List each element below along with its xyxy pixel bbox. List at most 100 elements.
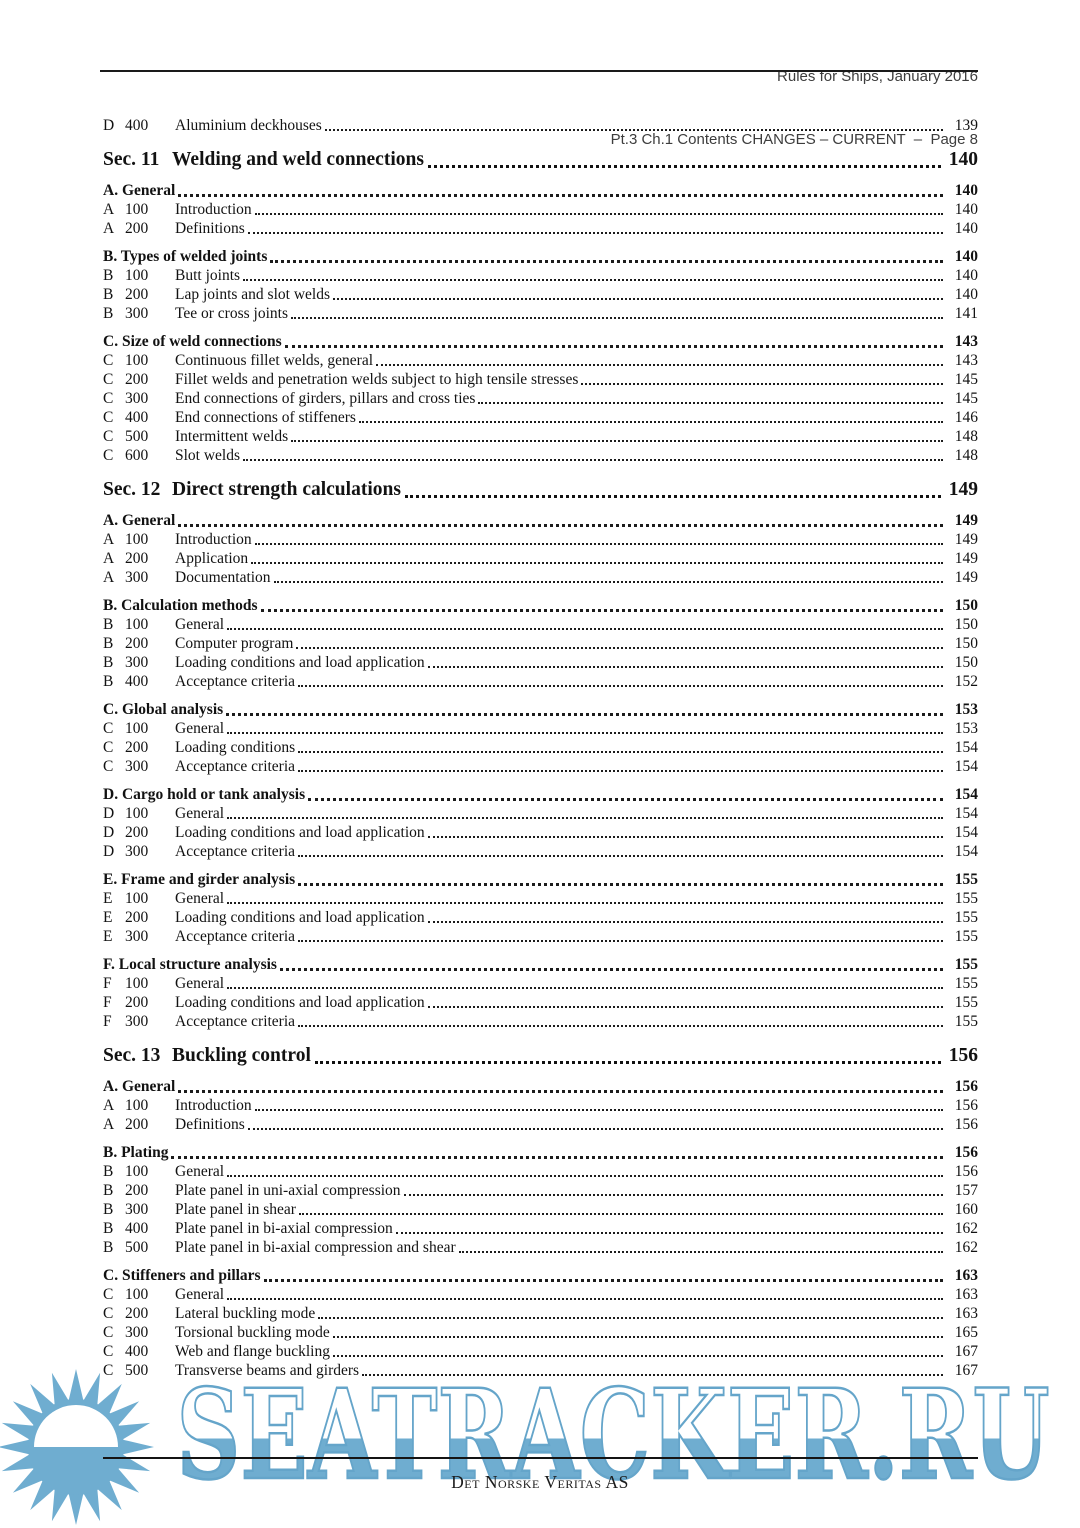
toc-entry-letter: C xyxy=(103,720,114,737)
dot-leader xyxy=(362,1374,943,1376)
toc-entry-letter: A xyxy=(103,201,115,218)
header-subtitle: Pt.3 Ch.1 Contents CHANGES – CURRENT – P… xyxy=(610,131,978,148)
toc-page-number: 162 xyxy=(954,1239,978,1256)
toc-entry-number: 100 xyxy=(125,201,149,218)
toc-page-number: 140 xyxy=(948,149,978,170)
toc-section-label: Sec. 12 xyxy=(103,479,161,500)
toc-entry-number: 200 xyxy=(125,994,149,1011)
toc-entry-row: C 600 Slot welds 148 xyxy=(103,446,978,465)
dot-leader xyxy=(226,713,943,716)
dot-leader xyxy=(427,1006,943,1008)
toc-page-number: 156 xyxy=(954,1144,978,1161)
toc-list: D 400 Aluminium deckhouses 139 Sec. 11 Weldin… xyxy=(103,116,978,1380)
toc-section-row: Sec. 11 Welding and weld connections 140 xyxy=(103,147,978,172)
toc-entry-row: C 200 Fillet welds and penetration welds s… xyxy=(103,370,978,389)
toc-group-title: D. Cargo hold or tank analysis xyxy=(103,786,306,803)
toc-page-number: 140 xyxy=(954,286,978,303)
dot-leader xyxy=(314,1061,941,1064)
toc-page-number: 165 xyxy=(954,1324,978,1341)
toc-entry-letter: C xyxy=(103,739,114,756)
toc-group-title: E. Frame and girder analysis xyxy=(103,871,296,888)
toc-entry-row: A 300 Documentation 149 xyxy=(103,568,978,587)
toc-entry-row: B 200 Plate panel in uni-axial compression… xyxy=(103,1181,978,1200)
toc-entry-title: Plate panel in bi-axial compression and … xyxy=(175,1239,456,1256)
dot-leader xyxy=(403,1194,943,1196)
toc-entry-letter: E xyxy=(103,909,113,926)
dot-leader xyxy=(270,260,943,263)
toc-entry-row: D 100 General 154 xyxy=(103,804,978,823)
dot-leader xyxy=(227,1298,943,1300)
toc-section-title: Buckling control xyxy=(172,1045,311,1066)
toc-entry-letter: E xyxy=(103,890,113,907)
toc-entry-row: C 500 Transverse beams and girders 167 xyxy=(103,1361,978,1380)
toc-entry-row: A 100 Introduction 140 xyxy=(103,200,978,219)
dot-leader xyxy=(284,345,943,348)
dot-leader xyxy=(291,440,943,442)
toc-entry-letter: C xyxy=(103,428,114,445)
toc-entry-number: 100 xyxy=(125,616,149,633)
dot-leader xyxy=(247,1128,943,1130)
toc-entry-title: Loading conditions and load application xyxy=(175,994,425,1011)
toc-entry-title: Acceptance criteria xyxy=(175,928,296,945)
dot-leader xyxy=(395,1232,943,1234)
toc-group-title: F. Local structure analysis xyxy=(103,956,277,973)
toc-group-title: C. Stiffeners and pillars xyxy=(103,1267,261,1284)
toc-entry-row: E 200 Loading conditions and load applicat… xyxy=(103,908,978,927)
toc-entry-number: 100 xyxy=(125,352,149,369)
toc-entry-row: D 400 Aluminium deckhouses 139 xyxy=(103,116,978,135)
dot-leader xyxy=(298,855,943,857)
toc-page-number: 153 xyxy=(954,701,978,718)
toc-entry-number: 400 xyxy=(125,1343,149,1360)
toc-page-number: 141 xyxy=(954,305,978,322)
dot-leader xyxy=(227,628,943,630)
toc-entry-row: B 300 Tee or cross joints 141 xyxy=(103,304,978,323)
dot-leader xyxy=(291,317,943,319)
dot-leader xyxy=(243,459,943,461)
toc-entry-letter: B xyxy=(103,616,114,633)
dot-leader xyxy=(298,770,943,772)
toc-entry-title: Web and flange buckling xyxy=(175,1343,330,1360)
toc-group-row: A. General 149 xyxy=(103,511,978,530)
toc-page-number: 163 xyxy=(954,1305,978,1322)
dot-leader xyxy=(178,524,943,527)
toc-page-number: 154 xyxy=(954,786,978,803)
toc-entry-row: D 200 Loading conditions and load applicat… xyxy=(103,823,978,842)
toc-page-number: 154 xyxy=(954,758,978,775)
toc-page-number: 155 xyxy=(954,975,978,992)
toc-entry-letter: C xyxy=(103,447,114,464)
dot-leader xyxy=(227,817,943,819)
toc-entry-letter: F xyxy=(103,994,112,1011)
toc-entry-number: 100 xyxy=(125,805,149,822)
toc-entry-row: B 200 Computer program 150 xyxy=(103,634,978,653)
toc-entry-letter: D xyxy=(103,805,115,822)
dot-leader xyxy=(376,364,943,366)
toc-page-number: 154 xyxy=(954,843,978,860)
toc-entry-number: 200 xyxy=(125,635,149,652)
toc-page-number: 150 xyxy=(954,597,978,614)
toc-page-number: 149 xyxy=(954,531,978,548)
toc-entry-letter: B xyxy=(103,1239,114,1256)
toc-entry-title: Computer program xyxy=(175,635,294,652)
toc-entry-letter: B xyxy=(103,635,114,652)
toc-entry-number: 300 xyxy=(125,654,149,671)
toc-entry-letter: C xyxy=(103,409,114,426)
toc-entry-letter: D xyxy=(103,117,115,134)
toc-page-number: 140 xyxy=(954,248,978,265)
dot-leader xyxy=(581,383,943,385)
toc-entry-row: C 200 Loading conditions 154 xyxy=(103,738,978,757)
toc-entry-row: C 400 Web and flange buckling 167 xyxy=(103,1342,978,1361)
toc-entry-number: 400 xyxy=(125,1220,149,1237)
toc-entry-title: Plate panel in shear xyxy=(175,1201,296,1218)
toc-entry-title: End connections of girders, pillars and … xyxy=(175,390,476,407)
toc-entry-title: General xyxy=(175,975,225,992)
dot-leader xyxy=(333,298,943,300)
toc-entry-number: 200 xyxy=(125,371,149,388)
toc-entry-row: B 300 Plate panel in shear 160 xyxy=(103,1200,978,1219)
dot-leader xyxy=(178,194,943,197)
toc-page-number: 148 xyxy=(954,447,978,464)
toc-entry-title: Documentation xyxy=(175,569,271,586)
toc-page-number: 145 xyxy=(954,390,978,407)
toc-entry-letter: C xyxy=(103,352,114,369)
toc-entry-letter: A xyxy=(103,220,115,237)
toc-entry-row: C 300 Acceptance criteria 154 xyxy=(103,757,978,776)
